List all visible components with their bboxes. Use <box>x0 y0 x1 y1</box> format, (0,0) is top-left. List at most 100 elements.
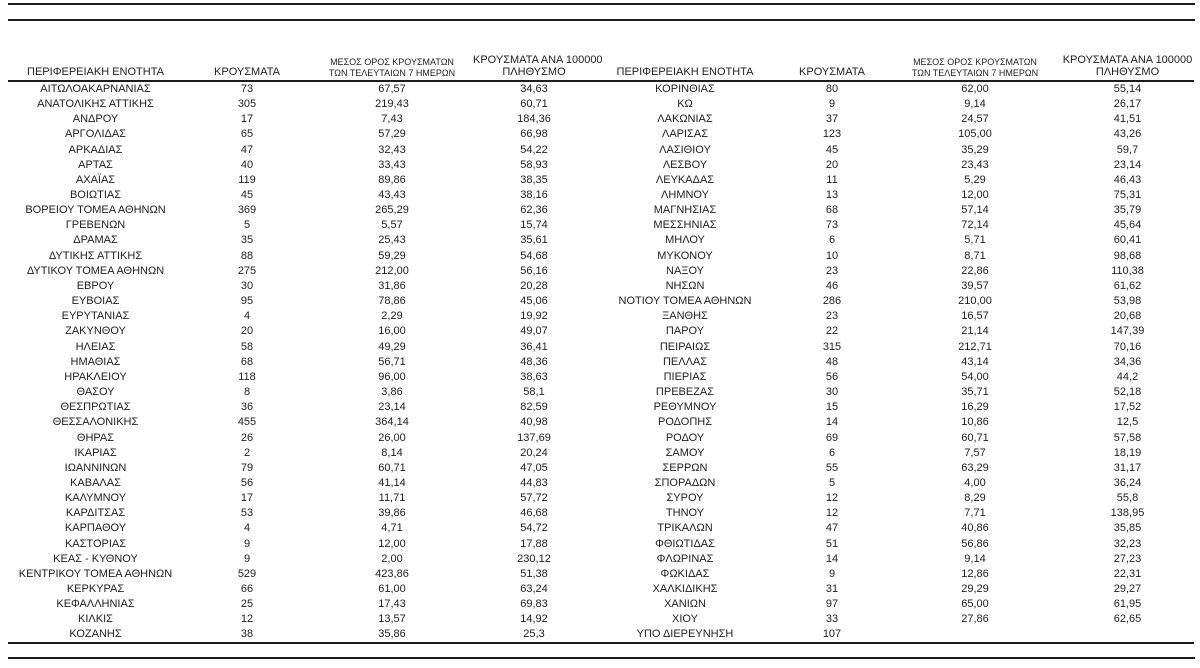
region-cell: ΕΥΒΟΙΑΣ <box>71 295 120 308</box>
table-row: ΗΜΑΘΙΑΣ 68 56,71 48,36 ΠΕΛΛΑΣ 48 43,14 34,36 <box>8 355 1194 370</box>
cases-cell: 73 <box>240 83 254 95</box>
region-cell: ΚΟΡΙΝΘΙΑΣ <box>655 83 715 95</box>
region-cell: ΡΕΘΥΜΝΟΥ <box>653 401 717 414</box>
per100k-cell: 66,98 <box>520 128 548 141</box>
avg7-cell: 40,86 <box>961 522 989 535</box>
regional-cases-table: ΠΕΡΙΦΕΡΕΙΑΚΗ ΕΝΟΤΗΤΑ ΚΡΟΥΣΜΑΤΑ ΜΕΣΟΣ ΟΡΟ… <box>8 46 1194 645</box>
table-row: ΚΕΦΑΛΛΗΝΙΑΣ 25 17,43 69,83 ΧΑΝΙΩΝ 97 65,00 61,9… <box>8 597 1194 612</box>
table-body: ΑΙΤΩΛΟΑΚΑΡΝΑΝΙΑΣ 73 67,57 34,63 ΚΟΡΙΝΘΙΑΣ 80 6… <box>8 81 1194 643</box>
avg7-cell: 5,71 <box>964 234 986 247</box>
table-row: ΑΝΔΡΟΥ 17 7,43 184,36 ΛΑΚΩΝΙΑΣ 37 24,57 41,51 <box>8 112 1194 127</box>
region-cell: ΣΑΜΟΥ <box>665 446 705 459</box>
region-cell: ΦΩΚΙΔΑΣ <box>660 567 710 580</box>
per100k-cell: 60,71 <box>520 98 548 111</box>
region-cell: ΠΕΙΡΑΙΩΣ <box>659 340 711 353</box>
per100k-cell: 38,63 <box>520 370 548 383</box>
per100k-cell: 20,28 <box>520 279 548 292</box>
per100k-cell: 35,79 <box>1113 204 1142 217</box>
region-cell: ΤΗΝΟΥ <box>665 507 705 520</box>
avg7-cell: 49,29 <box>378 340 406 353</box>
region-cell: ΛΑΣΙΘΙΟΥ <box>659 143 711 156</box>
cases-cell: 68 <box>240 355 254 368</box>
avg7-cell: 16,29 <box>961 401 989 414</box>
region-cell: ΚΕΦΑΛΛΗΝΙΑΣ <box>56 598 135 611</box>
cases-cell: 23 <box>825 310 839 323</box>
header-line-2: ΠΛΗΘΥΣΜΟ <box>502 66 566 78</box>
cases-cell: 12 <box>825 492 839 505</box>
region-cell: ΛΕΣΒΟΥ <box>662 158 708 171</box>
region-cell: ΤΡΙΚΑΛΩΝ <box>657 522 713 535</box>
per100k-cell: 56,16 <box>520 264 548 277</box>
region-cell: ΑΧΑΪΑΣ <box>75 173 116 186</box>
cases-cell: 35 <box>240 234 254 247</box>
per100k-cell: 26,17 <box>1113 98 1142 111</box>
cases-cell: 455 <box>237 416 257 429</box>
avg7-cell: 63,29 <box>961 461 989 474</box>
region-cell: ΕΒΡΟΥ <box>76 279 115 292</box>
region-cell: ΣΕΡΡΩΝ <box>662 461 708 474</box>
region-cell: ΔΥΤΙΚΗΣ ΑΤΤΙΚΗΣ <box>48 249 143 262</box>
region-cell: ΜΥΚΟΝΟΥ <box>657 249 713 262</box>
region-cell: ΚΕΑΣ - ΚΥΘΝΟΥ <box>53 552 138 565</box>
cases-cell: 37 <box>825 113 839 126</box>
table-row: ΚΕΡΚΥΡΑΣ 66 61,00 63,24 ΧΑΛΚΙΔΙΚΗΣ 31 29,29 29,… <box>8 582 1194 597</box>
region-cell: ΑΙΤΩΛΟΑΚΑΡΝΑΝΙΑΣ <box>40 83 151 95</box>
cases-cell: 31 <box>825 583 839 596</box>
cases-cell: 9 <box>243 552 251 565</box>
region-cell: ΙΩΑΝΝΙΝΩΝ <box>64 461 127 474</box>
table-row: ΑΙΤΩΛΟΑΚΑΡΝΑΝΙΑΣ 73 67,57 34,63 ΚΟΡΙΝΘΙΑΣ 80 6… <box>8 81 1194 97</box>
avg7-cell: 59,29 <box>378 249 406 262</box>
avg7-cell: 219,43 <box>375 98 409 111</box>
cases-cell: 66 <box>240 583 254 596</box>
header-line-1: ΚΡΟΥΣΜΑΤΑ ΑΝΑ 100000 <box>1062 54 1193 66</box>
region-cell: ΑΡΚΑΔΙΑΣ <box>68 143 123 156</box>
cases-cell: 25 <box>240 598 254 611</box>
cases-cell: 2 <box>243 446 251 459</box>
region-cell: ΥΠΟ ΔΙΕΡΕΥΝΗΣΗ <box>636 628 734 641</box>
region-cell: ΠΑΡΟΥ <box>665 325 705 338</box>
table-row: ΗΡΑΚΛΕΙΟΥ 118 96,00 38,63 ΠΙΕΡΙΑΣ 56 54,00 44,2 <box>8 370 1194 385</box>
per100k-cell: 60,41 <box>1113 234 1142 247</box>
region-cell: ΔΥΤΙΚΟΥ ΤΟΜΕΑ ΑΘΗΝΩΝ <box>26 264 165 277</box>
region-cell: ΘΕΣΣΑΛΟΝΙΚΗΣ <box>52 416 139 429</box>
per100k-cell: 62,36 <box>520 204 548 217</box>
avg7-cell: 8,29 <box>964 492 986 505</box>
region-cell: ΚΑΛΥΜΝΟΥ <box>64 492 127 505</box>
table-row: ΚΕΑΣ - ΚΥΘΝΟΥ 9 2,00 230,12 ΦΛΩΡΙΝΑΣ 14 9,14 27… <box>8 552 1194 567</box>
region-cell: ΒΟΙΩΤΙΑΣ <box>69 189 122 202</box>
column-header-cases-left: ΚΡΟΥΣΜΑΤΑ <box>183 46 311 82</box>
region-cell: ΗΛΕΙΑΣ <box>75 340 116 353</box>
cases-cell: 51 <box>825 537 839 550</box>
cases-cell: 47 <box>240 143 254 156</box>
region-cell: ΣΠΟΡΑΔΩΝ <box>654 476 716 489</box>
avg7-cell: 11,71 <box>378 492 406 505</box>
per100k-cell: 36,24 <box>1113 476 1142 489</box>
cases-cell: 11 <box>826 173 838 186</box>
cases-cell: 45 <box>825 143 839 156</box>
table-row: ΑΧΑΪΑΣ 119 89,86 38,35 ΛΕΥΚΑΔΑΣ 11 5,29 46,43 <box>8 173 1194 188</box>
avg7-cell: 212,00 <box>375 264 409 277</box>
per100k-cell: 61,95 <box>1113 598 1142 611</box>
region-cell: ΧΙΟΥ <box>672 613 698 626</box>
per100k-cell: 47,05 <box>520 461 548 474</box>
per100k-cell: 36,41 <box>520 340 548 353</box>
cases-cell: 22 <box>825 325 839 338</box>
avg7-cell: 26,00 <box>378 431 406 444</box>
cases-cell: 97 <box>825 598 839 611</box>
header-row: ΠΕΡΙΦΕΡΕΙΑΚΗ ΕΝΟΤΗΤΑ ΚΡΟΥΣΜΑΤΑ ΜΕΣΟΣ ΟΡΟ… <box>8 46 1194 82</box>
per100k-cell: 14,92 <box>520 613 548 626</box>
table-row: ΚΕΝΤΡΙΚΟΥ ΤΟΜΕΑ ΑΘΗΝΩΝ 529 423,86 51,38 ΦΩΚΙ… <box>8 567 1194 582</box>
cases-cell: 5 <box>828 476 836 489</box>
table-row: ΖΑΚΥΝΘΟΥ 20 16,00 49,07 ΠΑΡΟΥ 22 21,14 147,39 <box>8 324 1194 339</box>
cases-cell: 529 <box>237 567 257 580</box>
per100k-cell: 32,23 <box>1113 537 1142 550</box>
per100k-cell: 17,52 <box>1113 401 1142 414</box>
cases-cell: 23 <box>825 264 839 277</box>
table-row: ΕΒΡΟΥ 30 31,86 20,28 ΝΗΣΩΝ 46 39,57 61,62 <box>8 279 1194 294</box>
per100k-cell: 20,24 <box>520 446 548 459</box>
per100k-cell: 25,3 <box>523 628 545 641</box>
cases-cell: 6 <box>828 234 836 247</box>
cases-cell: 56 <box>240 476 254 489</box>
cases-cell: 9 <box>828 567 836 580</box>
avg7-cell: 23,43 <box>961 158 989 171</box>
